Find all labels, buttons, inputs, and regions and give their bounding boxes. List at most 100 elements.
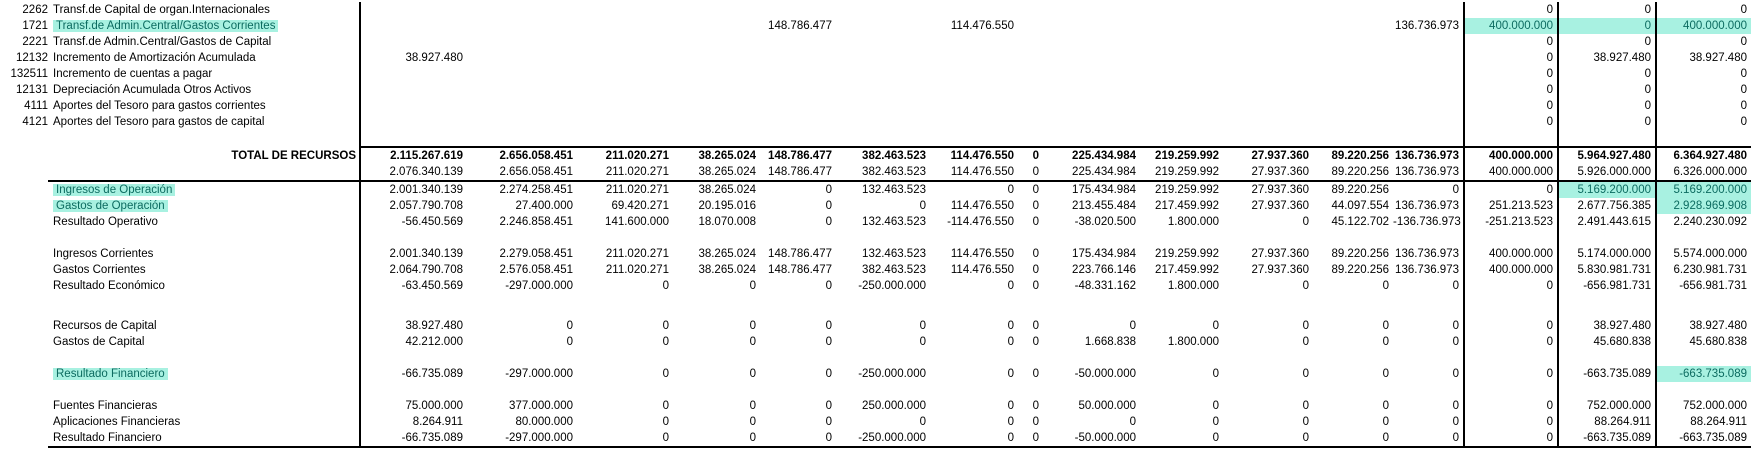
cell-c3[interactable]: 0 [662, 336, 669, 348]
cell-c16[interactable]: 6.364.927.480 [1655, 146, 1751, 164]
row-label[interactable]: Transf.de Admin.Central/Gastos Corriente… [48, 18, 360, 34]
cell-c11[interactable] [1223, 50, 1313, 66]
cell-c14[interactable]: 0 [1463, 98, 1558, 114]
cell-c3[interactable]: 0 [662, 320, 669, 332]
cell-c11[interactable]: 27.937.360 [1251, 184, 1309, 196]
cell-c8[interactable]: 0 [1032, 184, 1039, 196]
cell-c12[interactable]: 89.220.256 [1331, 248, 1389, 260]
row-label[interactable]: Ingresos Corrientes [53, 248, 154, 260]
row-code[interactable] [0, 318, 48, 334]
cell-c10[interactable]: 0 [1212, 416, 1219, 428]
cell-c14[interactable]: 0 [1463, 2, 1558, 18]
cell-c5[interactable]: 0 [825, 200, 832, 212]
cell-c10[interactable]: 1.800.000 [1167, 216, 1219, 228]
cell-c3[interactable]: 211.020.271 [605, 248, 669, 260]
cell-c4[interactable]: 0 [749, 320, 756, 332]
cell-c16[interactable]: 88.264.911 [1655, 414, 1751, 430]
row-code[interactable]: 12132 [16, 52, 48, 64]
cell-c12[interactable]: 0 [1382, 416, 1389, 428]
cell-c12[interactable] [1313, 82, 1393, 98]
cell-c4[interactable]: 0 [749, 416, 756, 428]
cell-c6[interactable] [836, 18, 930, 34]
cell-c12[interactable]: 0 [1382, 320, 1389, 332]
cell-c6[interactable] [836, 98, 930, 114]
cell-c15[interactable]: -656.981.731 [1557, 278, 1656, 294]
cell-c6[interactable]: -250.000.000 [858, 368, 926, 380]
cell-c1[interactable]: -66.735.089 [359, 366, 467, 382]
cell-c4[interactable]: 38.265.024 [673, 146, 760, 164]
cell-c8[interactable]: 0 [1032, 216, 1039, 228]
row-code[interactable]: 4111 [24, 100, 48, 112]
cell-c7[interactable]: 114.476.550 [930, 146, 1018, 164]
cell-c4[interactable] [673, 66, 760, 82]
row-label[interactable]: Gastos Corrientes [53, 264, 146, 276]
cell-c9[interactable]: 50.000.000 [1078, 400, 1136, 412]
cell-c16[interactable]: 0 [1655, 98, 1751, 114]
cell-c13[interactable] [1393, 82, 1464, 98]
cell-c4[interactable] [673, 98, 760, 114]
cell-c9[interactable]: 213.455.484 [1072, 200, 1136, 212]
cell-c3[interactable] [577, 2, 673, 18]
cell-c10[interactable] [1140, 18, 1223, 34]
row-label[interactable]: Aportes del Tesoro para gastos corriente… [53, 100, 266, 112]
total-row-label[interactable]: TOTAL DE RECURSOS [231, 149, 356, 162]
cell-c11[interactable] [1223, 114, 1313, 130]
cell-c5[interactable] [760, 114, 836, 130]
cell-c16[interactable]: -663.735.089 [1655, 366, 1751, 382]
cell-c13[interactable]: 0 [1452, 184, 1459, 196]
row-label[interactable]: Ingresos de Operación [48, 181, 360, 198]
cell-c12[interactable]: 89.220.256 [1331, 184, 1389, 196]
cell-c7[interactable]: 114.476.550 [930, 164, 1018, 182]
cell-c12[interactable]: 44.097.554 [1331, 200, 1389, 212]
cell-c5[interactable]: 148.786.477 [760, 146, 836, 164]
row-label[interactable]: Resultado Financiero [48, 366, 360, 382]
cell-c3[interactable]: 0 [662, 416, 669, 428]
cell-c3[interactable] [577, 114, 673, 130]
cell-c13[interactable]: -136.736.973 [1393, 216, 1461, 228]
cell-c8[interactable]: 0 [1032, 248, 1039, 260]
cell-c10[interactable]: 0 [1212, 368, 1219, 380]
cell-c2[interactable]: 2.274.258.451 [499, 184, 573, 196]
cell-c3[interactable]: 0 [662, 280, 669, 292]
cell-c3[interactable]: 0 [662, 400, 669, 412]
cell-c6[interactable]: 132.463.523 [862, 184, 926, 196]
cell-c9[interactable] [1043, 114, 1140, 130]
cell-c9[interactable]: -50.000.000 [1074, 368, 1136, 380]
cell-c10[interactable] [1140, 98, 1223, 114]
cell-c10[interactable] [1140, 114, 1223, 130]
cell-c16[interactable]: 0 [1655, 114, 1751, 130]
cell-c11[interactable] [1223, 2, 1313, 18]
cell-c2[interactable] [467, 18, 577, 34]
cell-c7[interactable]: 0 [1007, 368, 1014, 380]
cell-c4[interactable]: 0 [673, 430, 760, 448]
cell-c9[interactable] [1043, 18, 1140, 34]
cell-c7[interactable]: 0 [1007, 184, 1014, 196]
cell-c7[interactable] [930, 114, 1018, 130]
cell-c6[interactable] [836, 34, 930, 50]
cell-c16[interactable]: 5.574.000.000 [1655, 246, 1751, 262]
cell-c16[interactable]: 5.169.200.000 [1655, 181, 1751, 198]
cell-c9[interactable]: -48.331.162 [1074, 280, 1136, 292]
cell-c8[interactable]: 0 [1018, 164, 1043, 182]
row-code[interactable] [0, 214, 48, 230]
cell-c5[interactable]: 148.786.477 [768, 20, 832, 32]
cell-c8[interactable] [1018, 98, 1043, 114]
cell-c15[interactable]: 0 [1557, 2, 1656, 18]
cell-c5[interactable]: 148.786.477 [768, 248, 832, 260]
cell-c16[interactable]: 6.326.000.000 [1655, 164, 1751, 182]
row-code[interactable] [0, 181, 48, 198]
cell-c6[interactable]: 0 [919, 200, 926, 212]
cell-c13[interactable]: 136.736.973 [1393, 146, 1464, 164]
row-label[interactable]: Resultado Financiero [48, 430, 360, 448]
cell-c4[interactable]: 0 [749, 400, 756, 412]
cell-c8[interactable] [1018, 34, 1043, 50]
cell-c1[interactable]: -63.450.569 [359, 278, 467, 294]
cell-c10[interactable]: 0 [1212, 320, 1219, 332]
cell-c8[interactable]: 0 [1032, 200, 1039, 212]
cell-c15[interactable]: 38.927.480 [1557, 318, 1656, 334]
cell-c14[interactable]: 0 [1463, 366, 1558, 382]
cell-c13[interactable] [1393, 98, 1464, 114]
cell-c1[interactable]: 38.927.480 [359, 50, 467, 66]
cell-c11[interactable]: 0 [1302, 400, 1309, 412]
cell-c11[interactable]: 27.937.360 [1251, 264, 1309, 276]
